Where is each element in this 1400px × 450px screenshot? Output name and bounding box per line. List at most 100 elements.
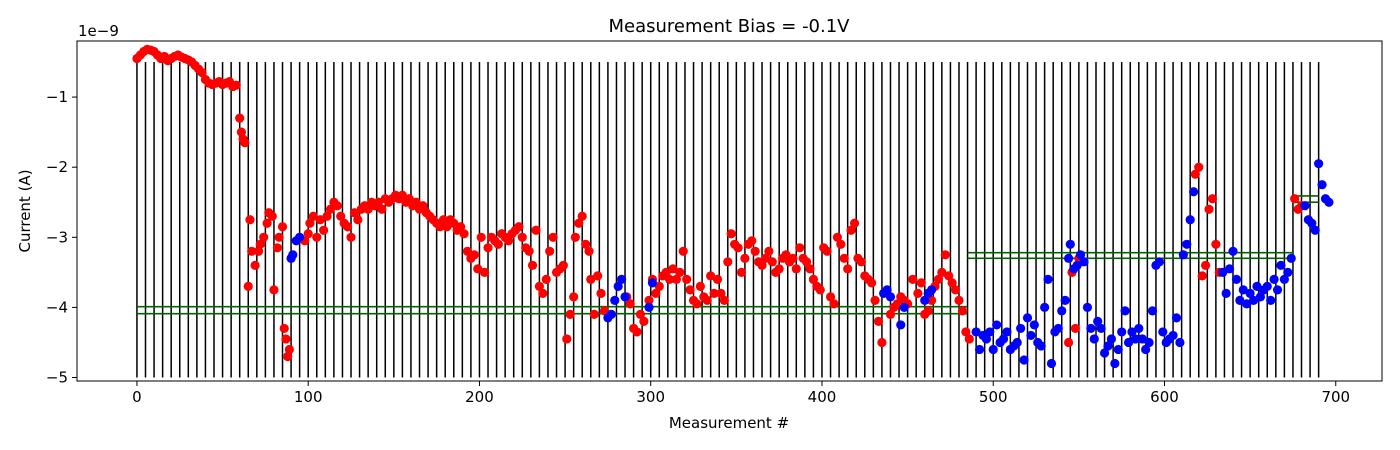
data-point [1141,344,1151,355]
data-point [832,232,842,242]
data-point [1103,341,1113,351]
data-point [719,295,729,305]
data-point [250,260,260,270]
data-point [781,250,791,260]
data-point [706,271,716,281]
data-point [1040,302,1050,312]
data-point [1154,257,1164,267]
data-point [964,334,974,344]
data-point [1283,267,1293,277]
data-point [740,253,750,263]
data-point [1026,330,1036,341]
data-point [397,190,407,200]
data-point [589,309,599,320]
data-point [545,246,555,256]
data-point [288,250,298,260]
data-point [795,243,805,253]
data-point [1182,239,1192,249]
data-point [581,239,591,249]
data-point [349,208,360,218]
axes-frame [76,40,1383,382]
data-point [247,246,257,256]
data-point [723,257,733,267]
data-point [322,211,332,221]
data-point [255,239,265,249]
data-point [277,222,288,232]
x-tick-label: 400 [808,388,837,406]
data-point [315,215,325,225]
data-point [916,278,926,288]
data-point [534,281,545,291]
data-point [1190,169,1200,179]
data-point [829,299,839,309]
data-point [517,232,527,242]
data-point [1036,341,1046,351]
data-point [1185,215,1195,225]
data-point [1207,194,1218,204]
data-point [1046,358,1057,369]
data-point [839,253,849,263]
data-point [1127,327,1137,337]
data-point [577,211,587,221]
data-point [240,138,250,148]
data-point [620,292,630,302]
data-point [1279,274,1289,284]
data-point [1168,330,1178,341]
data-point [1063,253,1074,263]
data-point [599,306,610,316]
data-point [974,344,985,355]
data-point [712,274,723,284]
data-point [933,274,944,284]
data-point [695,281,705,291]
x-axis-label: Measurement # [669,414,789,432]
data-point [253,246,264,256]
data-point [1130,334,1140,344]
data-point [774,264,784,274]
data-point [632,327,642,337]
data-point [1137,334,1147,344]
data-point [503,236,514,246]
data-point [1110,358,1120,369]
data-point [1063,337,1074,348]
data-point [1093,316,1103,327]
data-point [435,222,445,232]
x-tick-label: 200 [465,388,494,406]
data-point [1242,299,1252,309]
data-point [610,295,620,305]
data-point [757,260,767,270]
x-tick-label: 500 [979,388,1008,406]
data-point [760,253,771,263]
data-point [613,281,623,291]
data-point [639,316,649,327]
data-point [562,334,572,344]
data-point [1178,250,1188,260]
data-point [644,295,654,305]
data-point [1197,271,1207,281]
data-point [747,236,757,246]
data-point [479,267,490,277]
data-point [617,274,627,284]
data-point [635,309,646,320]
data-point [1158,327,1168,337]
data-point [1002,327,1012,337]
data-point [1204,204,1214,214]
data-point [678,246,688,256]
y-offset-label: 1e−9 [78,22,119,40]
data-point [558,260,568,270]
data-point [524,246,534,256]
data-point [1235,295,1245,305]
data-point [1272,285,1283,295]
data-point [940,250,950,260]
data-point [1201,260,1211,270]
data-point [867,278,877,288]
x-tick-label: 0 [132,388,142,406]
data-point [469,250,479,260]
data-point [565,309,575,320]
data-point [815,285,825,295]
data-point [675,267,685,277]
data-point [319,225,329,235]
data-point [336,211,346,221]
data-point [961,327,971,337]
data-point [1022,313,1033,323]
data-point [1043,274,1053,284]
